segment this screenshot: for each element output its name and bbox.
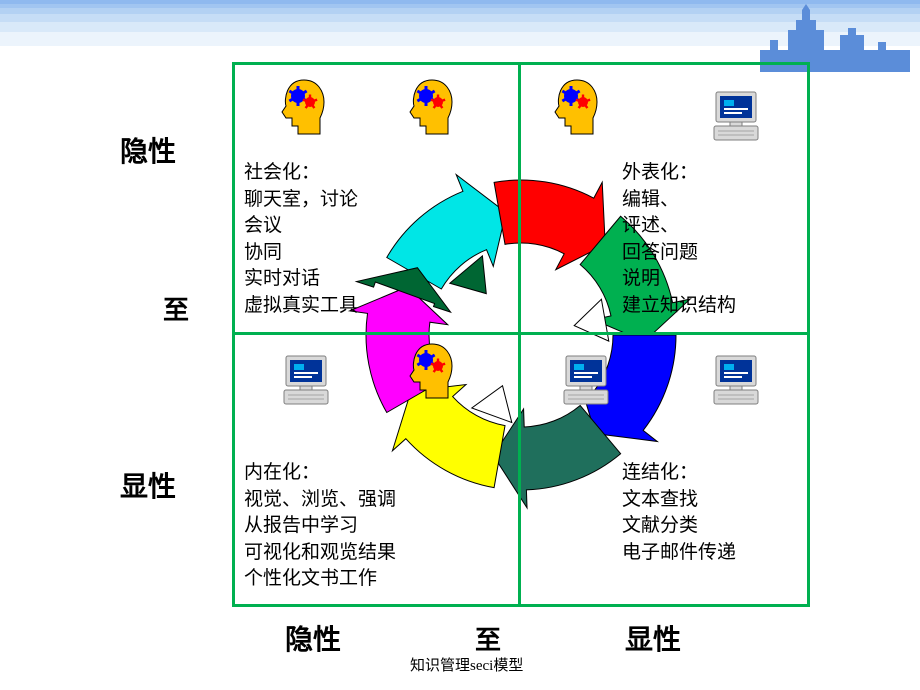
computer-icon [280,354,332,413]
computer-icon [710,354,762,413]
quad-externalization-text: 外表化： 编辑、 评述、 回答问题 说明 建立知识结构 [622,160,736,320]
head-gears-icon [400,78,458,145]
computer-icon [710,90,762,149]
head-gears-icon [400,342,458,409]
quad-combination-text: 连结化： 文本查找 文献分类 电子邮件传递 [622,460,736,566]
quad-socialization-text: 社会化： 聊天室，讨论 会议 协同 实时对话 虚拟真实工具 [244,160,358,320]
head-gears-icon [545,78,603,145]
quad-internalization-text: 内在化： 视觉、浏览、强调 从报告中学习 可视化和观览结果 个性化文书工作 [244,460,396,593]
head-gears-icon [272,78,330,145]
computer-icon [560,354,612,413]
